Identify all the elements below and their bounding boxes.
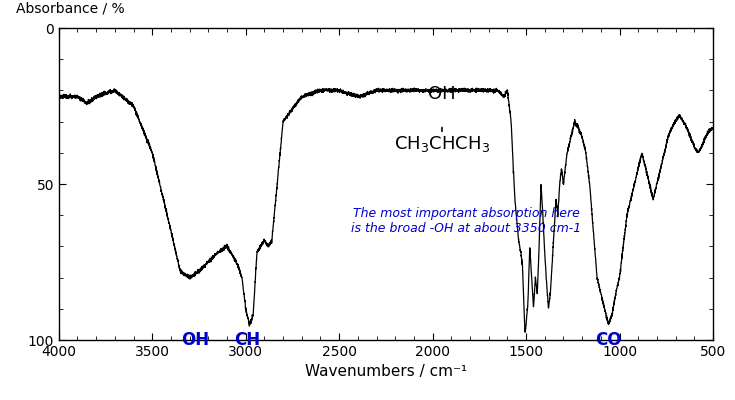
Text: CH$_3$CHCH$_3$: CH$_3$CHCH$_3$	[394, 134, 490, 154]
Text: The most important absorption here
is the broad -OH at about 3350 cm-1: The most important absorption here is th…	[351, 208, 581, 236]
Text: Absorbance / %: Absorbance / %	[16, 2, 125, 16]
Text: OH: OH	[428, 85, 456, 103]
Text: CO: CO	[595, 331, 622, 349]
X-axis label: Wavenumbers / cm⁻¹: Wavenumbers / cm⁻¹	[305, 364, 467, 380]
Text: CH: CH	[234, 331, 261, 349]
Text: OH: OH	[181, 331, 209, 349]
